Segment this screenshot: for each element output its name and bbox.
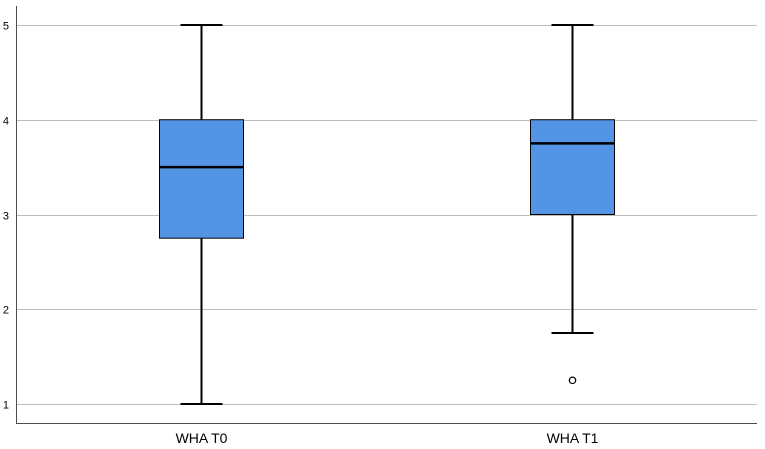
y-tick-label-4: 4 bbox=[3, 116, 9, 128]
y-tick-label-2: 2 bbox=[3, 305, 9, 317]
boxes bbox=[159, 23, 615, 406]
box-iqr-1 bbox=[159, 119, 244, 239]
box-group-1 bbox=[159, 23, 244, 406]
x-category-label-2: WHA T1 bbox=[547, 430, 599, 446]
y-tick-label-1: 1 bbox=[3, 400, 9, 412]
axes bbox=[16, 6, 757, 424]
y-tick-label-3: 3 bbox=[3, 211, 9, 223]
labels: 1 2 3 4 5 WHA T0 WHA T1 bbox=[3, 21, 599, 447]
outlier-point-2-1 bbox=[568, 376, 577, 385]
gridlines bbox=[16, 25, 757, 405]
y-tick-label-5: 5 bbox=[3, 21, 9, 33]
box-group-2 bbox=[530, 23, 615, 385]
box-iqr-2 bbox=[530, 119, 615, 215]
x-category-label-1: WHA T0 bbox=[176, 430, 228, 446]
